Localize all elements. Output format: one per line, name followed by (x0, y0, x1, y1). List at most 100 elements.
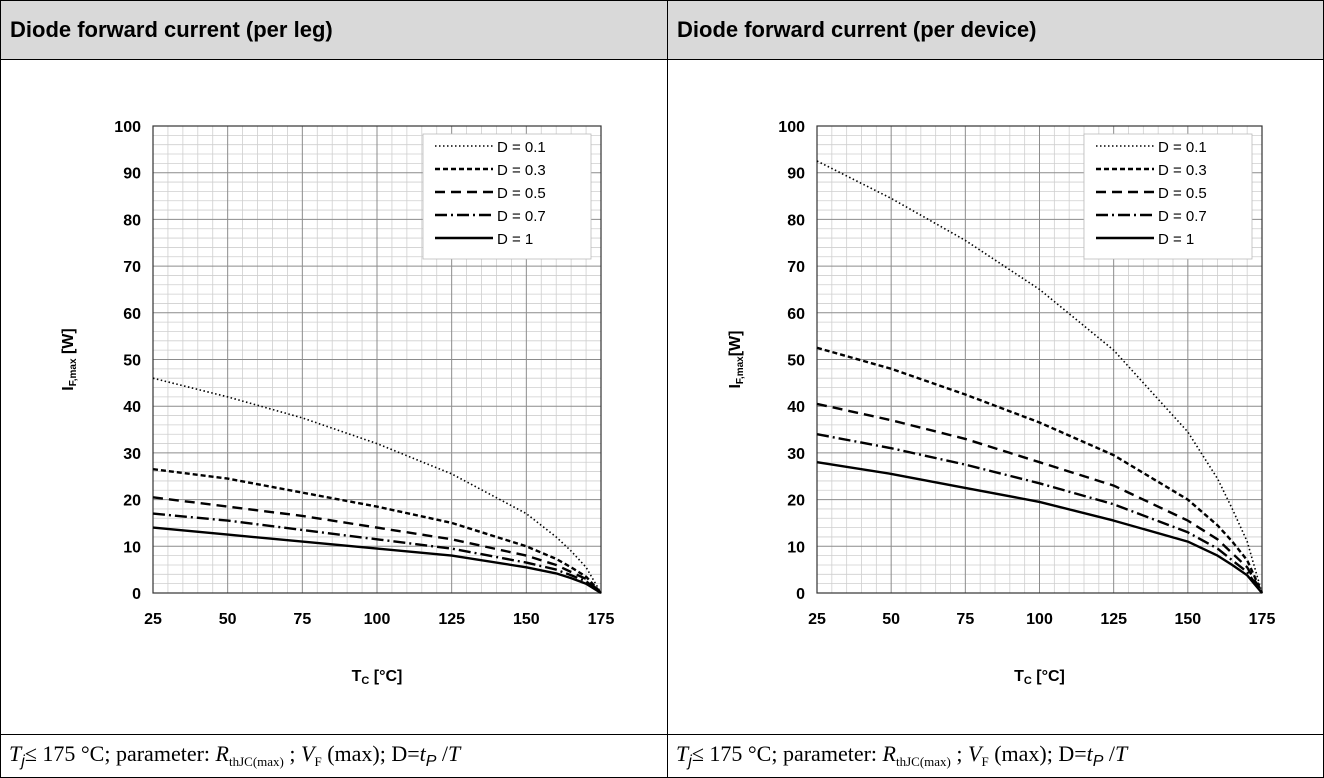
caption-r: R (882, 741, 896, 766)
series-line-1 (816, 160, 1263, 594)
x-axis-label-unit: [°C] (369, 668, 402, 685)
x-axis-label-main: T (352, 668, 362, 685)
x-axis-label-sub: C (1024, 675, 1032, 687)
y-tick-label: 10 (787, 539, 805, 556)
x-tick-label: 150 (513, 611, 540, 628)
series-line-4 (816, 433, 1263, 594)
caption-text-1: ≤ 175 °C; parameter: (691, 741, 883, 766)
y-tick-label: 70 (787, 259, 805, 276)
x-tick-label: 25 (144, 611, 162, 628)
legend-label: D = 1 (497, 231, 533, 248)
line-chart-per-device: 0 10 20 30 40 50 60 70 80 90 100 25 50 75 100 125 150 175… (727, 119, 1276, 687)
legend-label: D = 1 (1158, 231, 1194, 248)
caption-text-3: (max); D= (988, 741, 1087, 766)
series-line-4 (152, 512, 602, 594)
y-tick-label: 0 (796, 586, 805, 603)
caption-text-2: ; (950, 741, 968, 766)
y-tick-label: 20 (787, 493, 805, 510)
y-tick-label: 100 (114, 119, 141, 136)
x-tick-label: 175 (1249, 611, 1276, 628)
y-tick-label: 90 (787, 166, 805, 183)
y-tick-label: 0 (132, 586, 141, 603)
x-tick-label: 25 (808, 611, 826, 628)
x-tick-label: 50 (219, 611, 237, 628)
caption-r-sub: thJC(max) (895, 754, 951, 769)
caption-tj-sub: j (688, 753, 692, 770)
y-tick-label: 30 (787, 446, 805, 463)
legend-label: D = 0.3 (1158, 162, 1207, 179)
series-line-1 (152, 377, 602, 594)
chart-cell-right: 0 10 20 30 40 50 60 70 80 90 100 25 50 75 100 125 150 175… (667, 59, 1324, 735)
series-line-5 (152, 526, 602, 595)
y-tick-label: 100 (778, 119, 805, 136)
x-axis-label: TC [°C] (1014, 668, 1065, 687)
caption-t-sub: P (425, 753, 437, 770)
caption-text-4: / (1103, 741, 1116, 766)
y-tick-label: 50 (123, 353, 141, 370)
plot-frame (152, 125, 602, 594)
caption-left: Tj≤ 175 °C; parameter: RthJC(max) ; VF (… (0, 734, 668, 778)
legend-label: D = 0.5 (497, 185, 546, 202)
y-axis-label: IF,max[W] (727, 330, 746, 388)
caption-v-sub: F (314, 754, 322, 769)
caption-v-sub: F (981, 754, 989, 769)
caption-text-3: (max); D= (321, 741, 420, 766)
y-tick-label: 80 (787, 212, 805, 229)
panel-header-left: Diode forward current (per leg) (0, 0, 668, 60)
plot-frame (816, 125, 1263, 594)
y-tick-label: 60 (787, 306, 805, 323)
caption-t-sub: P (1092, 753, 1104, 770)
x-axis-label-sub: C (361, 675, 369, 687)
y-tick-label: 60 (123, 306, 141, 323)
y-tick-label: 90 (123, 166, 141, 183)
legend-label: D = 0.7 (497, 208, 546, 225)
caption-tj: T (9, 741, 22, 766)
caption-t: t (419, 741, 426, 766)
caption-t: t (1086, 741, 1093, 766)
panel-header-right: Diode forward current (per device) (667, 0, 1324, 60)
caption-r: R (215, 741, 229, 766)
y-tick-label: 10 (123, 539, 141, 556)
legend-label: D = 0.5 (1158, 185, 1207, 202)
series-line-5 (816, 461, 1263, 594)
legend-label: D = 0.1 (1158, 139, 1207, 156)
x-tick-label: 150 (1174, 611, 1201, 628)
caption-tt: T (448, 741, 461, 766)
series-line-2 (816, 346, 1264, 594)
caption-text-1: ≤ 175 °C; parameter: (24, 741, 216, 766)
caption-text-2: ; (283, 741, 301, 766)
line-chart-per-leg: 0 10 20 30 40 50 60 70 80 90 100 25 50 75 100 125 150 175… (60, 119, 615, 687)
y-tick-label: 40 (123, 399, 141, 416)
y-axis-label-unit: [W] (727, 330, 744, 356)
legend-label: D = 0.1 (497, 139, 546, 156)
series-line-3 (816, 402, 1264, 594)
y-axis-label-sub: F,max (68, 358, 79, 386)
y-tick-label: 70 (123, 259, 141, 276)
x-axis-label-main: T (1014, 668, 1024, 685)
y-tick-label: 30 (123, 446, 141, 463)
legend-label: D = 0.7 (1158, 208, 1207, 225)
y-tick-label: 20 (123, 493, 141, 510)
caption-v: V (968, 741, 982, 766)
chart-cell-left: 0 10 20 30 40 50 60 70 80 90 100 25 50 75 100 125 150 175… (0, 59, 668, 735)
caption-tj-sub: j (21, 753, 25, 770)
series-line-3 (152, 496, 602, 594)
x-tick-label: 125 (1100, 611, 1127, 628)
y-axis-label: IF,max [W] (60, 328, 79, 390)
caption-tj: T (676, 741, 689, 766)
x-axis-label-unit: [°C] (1032, 668, 1065, 685)
y-axis-label-main: I (60, 386, 77, 390)
y-axis-label-unit: [W] (60, 328, 77, 358)
x-tick-label: 50 (882, 611, 900, 628)
y-tick-label: 40 (787, 399, 805, 416)
x-tick-label: 175 (588, 611, 615, 628)
x-tick-label: 125 (438, 611, 465, 628)
x-tick-label: 100 (1026, 611, 1053, 628)
x-tick-label: 75 (293, 611, 311, 628)
series-line-2 (152, 468, 602, 594)
major-grid (817, 126, 1262, 593)
x-axis-label: TC [°C] (352, 668, 403, 687)
caption-right: Tj≤ 175 °C; parameter: RthJC(max) ; VF (… (667, 734, 1324, 778)
x-tick-label: 75 (956, 611, 974, 628)
caption-text-4: / (436, 741, 449, 766)
